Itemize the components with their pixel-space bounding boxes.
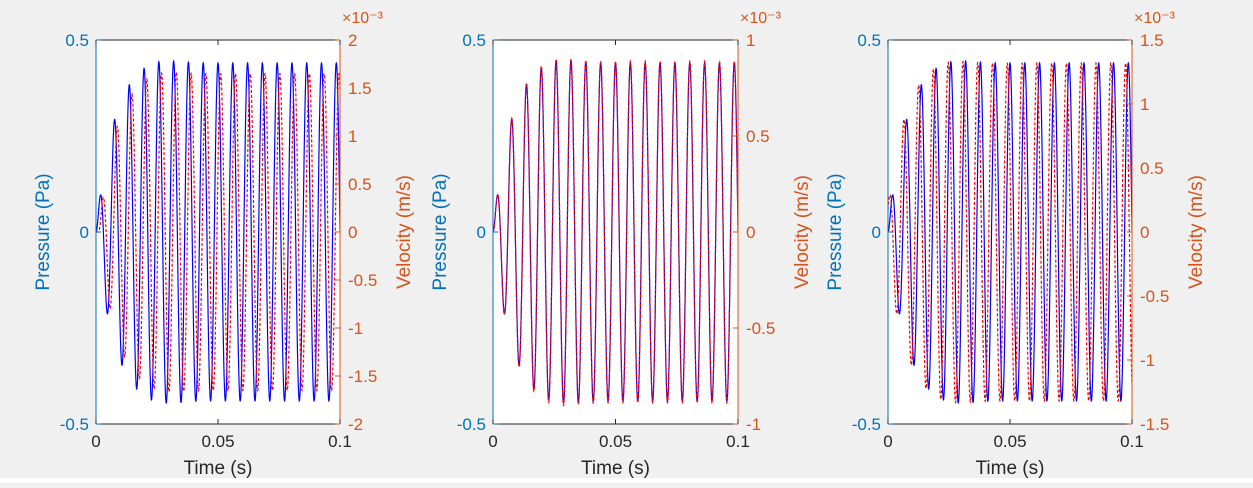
right-y-tick-label: -2 [348,415,363,434]
right-axis-exponent: ×10⁻³ [1134,10,1176,27]
left-y-tick-label: -0.5 [852,415,881,434]
x-tick-label: 0.05 [993,432,1026,451]
right-y-axis-label: Velocity (m/s) [792,175,813,289]
right-y-tick-label: 1.5 [1140,31,1164,50]
x-tick-label: 0.1 [1120,432,1144,451]
right-y-tick-label: -0.5 [1140,287,1169,306]
right-y-tick-label: 1 [1140,95,1149,114]
plot-area [888,40,1132,424]
right-y-tick-label: -1 [746,415,761,434]
x-axis-label: Time (s) [184,458,253,479]
right-y-tick-label: 0.5 [746,127,770,146]
right-axis-exponent: ×10⁻³ [740,10,782,27]
left-y-axis-label: Pressure (Pa) [430,173,451,290]
left-y-axis-label: Pressure (Pa) [825,173,846,290]
left-y-tick-label: 0 [477,223,486,242]
velocity-series-line [888,60,1132,405]
right-y-tick-label: 0.5 [1140,159,1164,178]
bottom-strip [0,478,1253,483]
right-y-tick-label: -1 [1140,351,1155,370]
x-axis-label: Time (s) [976,458,1045,479]
right-y-tick-label: 0 [348,223,357,242]
right-y-tick-label: 1.5 [348,79,372,98]
right-y-tick-label: 0 [746,223,755,242]
left-y-tick-label: 0 [80,223,89,242]
right-y-tick-label: -0.5 [746,319,775,338]
right-y-tick-label: 0.5 [348,175,372,194]
right-y-tick-label: -1 [348,319,363,338]
x-tick-label: 0.1 [328,432,352,451]
right-y-axis-label: Velocity (m/s) [394,175,415,289]
right-y-tick-label: 0 [1140,223,1149,242]
x-tick-label: 0.05 [599,432,632,451]
x-tick-label: 0 [488,432,497,451]
left-y-tick-label: 0.5 [65,31,89,50]
right-y-tick-label: -1.5 [348,367,377,386]
left-y-tick-label: 0.5 [462,31,486,50]
right-axis-exponent: ×10⁻³ [342,10,384,27]
left-y-tick-label: -0.5 [60,415,89,434]
plot-area [493,40,738,424]
right-y-tick-label: -1.5 [1140,415,1169,434]
pressure-series-line [888,59,1132,404]
x-axis-label: Time (s) [581,458,650,479]
x-tick-label: 0 [91,432,100,451]
pressure-series-line [96,59,340,404]
x-tick-label: 0.1 [726,432,750,451]
right-y-tick-label: -0.5 [348,271,377,290]
left-y-tick-label: 0.5 [857,31,881,50]
x-tick-label: 0.05 [201,432,234,451]
left-y-tick-label: -0.5 [457,415,486,434]
x-tick-label: 0 [883,432,892,451]
plot-area [96,40,340,424]
velocity-series-line [493,57,738,407]
right-y-tick-label: 1 [348,127,357,146]
right-y-tick-label: 1 [746,31,755,50]
left-y-tick-label: 0 [872,223,881,242]
left-y-axis-label: Pressure (Pa) [33,173,54,290]
right-y-tick-label: 2 [348,31,357,50]
right-y-axis-label: Velocity (m/s) [1186,175,1207,289]
